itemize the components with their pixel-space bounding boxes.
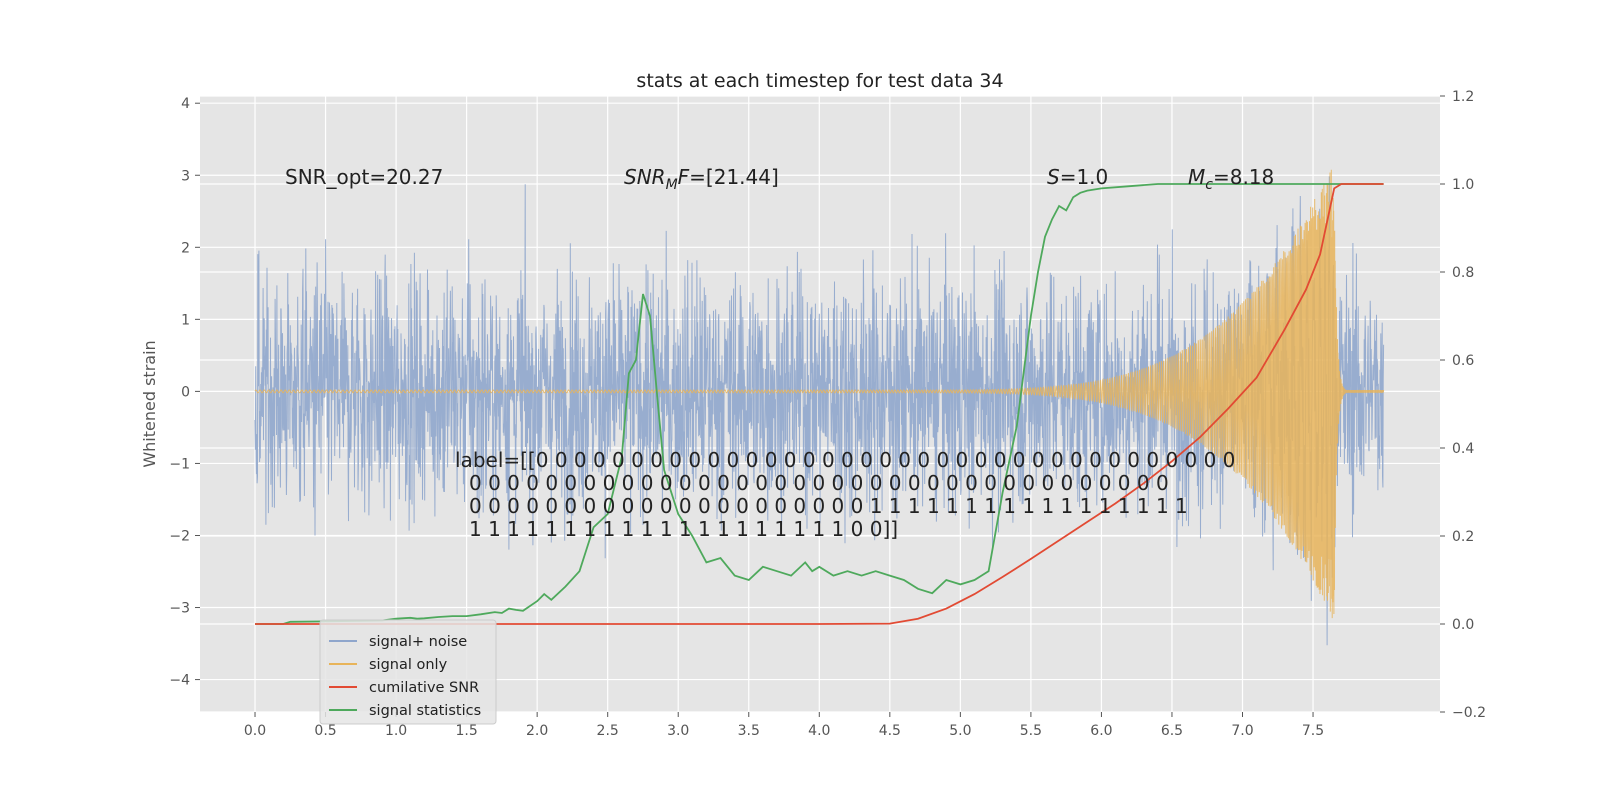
x-tick-label: 1.5 xyxy=(455,723,477,739)
label-array-line-1: label=[[0 0 0 0 0 0 0 0 0 0 0 0 0 0 0 0 … xyxy=(455,448,1235,472)
y2-tick-label: −0.2 xyxy=(1452,705,1486,721)
x-tick-label: 7.0 xyxy=(1231,723,1253,739)
line-signal-only xyxy=(254,169,1385,619)
series-signal-only xyxy=(254,169,1385,619)
x-tick-label: 6.5 xyxy=(1161,723,1183,739)
y2-tick-label: 0.4 xyxy=(1452,441,1474,457)
x-tick-label: 0.0 xyxy=(244,723,266,739)
y-tick-label: 3 xyxy=(181,168,190,184)
y2-tick-label: 0.2 xyxy=(1452,529,1474,545)
y2-tick-label: 0.6 xyxy=(1452,353,1474,369)
series-signal-plus-noise xyxy=(254,176,1385,646)
line-signal-plus-noise xyxy=(254,176,1385,646)
y-tick-label: 1 xyxy=(181,312,190,328)
legend-label-signal: signal only xyxy=(369,657,448,673)
mc-value: =8.18 xyxy=(1213,165,1274,189)
y-tick-label: 0 xyxy=(181,384,190,400)
y-tick-label: −1 xyxy=(169,456,190,472)
legend-label-noise: signal+ noise xyxy=(369,634,467,650)
x-tick-label: 0.5 xyxy=(314,723,336,739)
y-tick-label: 4 xyxy=(181,96,190,112)
line-cumulative-snr xyxy=(255,183,1384,625)
y-axis-label: Whitened strain xyxy=(140,340,159,467)
legend: signal+ noise signal only cumilative SNR… xyxy=(319,619,497,725)
x-tick-label: 4.5 xyxy=(879,723,901,739)
label-array-line-2: 0 0 0 0 0 0 0 0 0 0 0 0 0 0 0 0 0 0 0 0 … xyxy=(469,471,1169,495)
mc-symbol: M xyxy=(1188,165,1205,189)
label-array-line-3: 0 0 0 0 0 0 0 0 0 0 0 0 0 0 0 0 0 0 0 0 … xyxy=(469,494,1188,518)
y-tick-label: −3 xyxy=(169,601,190,617)
s-value: =1.0 xyxy=(1060,165,1109,189)
x-tick-label: 6.0 xyxy=(1090,723,1112,739)
annotation-mc: Mc=8.18 xyxy=(1188,165,1274,193)
x-tick-label: 1.0 xyxy=(385,723,407,739)
series-right-axis xyxy=(255,183,1384,625)
x-tick-label: 7.5 xyxy=(1302,723,1324,739)
x-tick-label: 5.0 xyxy=(949,723,971,739)
snr-mf-symbol: SNR xyxy=(624,165,666,189)
annotation-snr-opt: SNR_opt=20.27 xyxy=(285,165,443,189)
mc-subscript: c xyxy=(1205,177,1213,193)
snr-mf-value: =[21.44] xyxy=(689,165,779,189)
x-tick-label: 2.0 xyxy=(526,723,548,739)
annotation-snr-mf: SNRMF=[21.44] xyxy=(624,165,779,193)
y2-tick-label: 0.8 xyxy=(1452,265,1474,281)
chart-title: stats at each timestep for test data 34 xyxy=(636,70,1003,92)
axis-ticks: 0.0 0.5 1.0 1.5 2.0 2.5 3.0 3.5 4.0 4.5 5.0 5.5 6.0 6… xyxy=(169,89,1486,739)
y-tick-label: 2 xyxy=(181,240,190,256)
x-tick-label: 5.5 xyxy=(1020,723,1042,739)
line-signal-statistics xyxy=(255,183,1384,625)
annotation-s: S=1.0 xyxy=(1047,165,1108,189)
label-array-line-4: 1 1 1 1 1 1 1 1 1 1 1 1 1 1 1 1 1 1 1 1 … xyxy=(469,517,898,541)
snr-mf-symbol-2: F xyxy=(678,165,690,189)
legend-label-stats: signal statistics xyxy=(369,703,481,719)
y-tick-label: −2 xyxy=(169,528,190,544)
y2-tick-label: 0.0 xyxy=(1452,617,1474,633)
legend-box xyxy=(319,619,497,725)
snr-mf-subscript: M xyxy=(666,177,678,193)
legend-label-snr: cumilative SNR xyxy=(369,680,479,696)
x-tick-label: 3.0 xyxy=(667,723,689,739)
s-symbol: S xyxy=(1047,165,1060,189)
x-tick-label: 2.5 xyxy=(597,723,619,739)
y2-tick-label: 1.0 xyxy=(1452,177,1474,193)
y-tick-label: −4 xyxy=(169,673,190,689)
x-tick-label: 4.0 xyxy=(808,723,830,739)
x-tick-label: 3.5 xyxy=(738,723,760,739)
y2-tick-label: 1.2 xyxy=(1452,89,1474,105)
